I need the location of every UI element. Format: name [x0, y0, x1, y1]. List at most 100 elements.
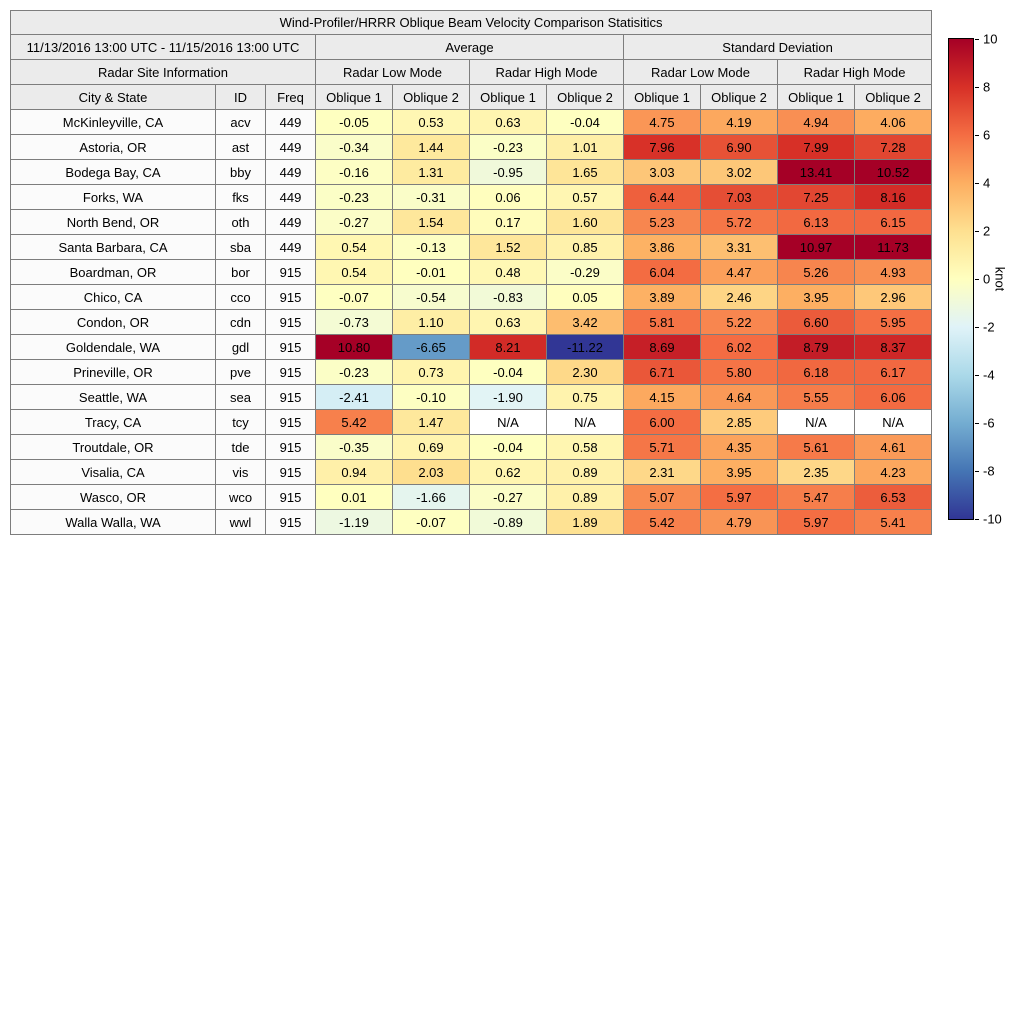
table-row: Prineville, OR pve 915 -0.23 0.73 -0.04 2.30 6.…	[10, 359, 933, 385]
col-header-std-high-oblique1: Oblique 1	[777, 84, 855, 110]
freq-cell: 449	[265, 134, 316, 160]
value-cell: -0.73	[315, 309, 393, 335]
value-cell: -0.10	[392, 384, 470, 410]
value-cell: 2.30	[546, 359, 624, 385]
table-row: Chico, CA cco 915 -0.07 -0.54 -0.83 0.05 3.89 2.…	[10, 284, 933, 310]
colorbar-tick	[975, 471, 979, 472]
value-cell: 6.71	[623, 359, 701, 385]
value-cell: 0.05	[546, 284, 624, 310]
value-cell: 6.15	[853, 209, 933, 235]
value-cell: 10.97	[777, 234, 855, 260]
value-cell: 4.94	[777, 109, 855, 135]
value-cell: 1.44	[392, 134, 470, 160]
colorbar-tick-label: -8	[983, 463, 995, 479]
value-cell: 0.89	[546, 459, 624, 485]
value-cell: 5.42	[623, 509, 701, 535]
value-cell: 0.54	[315, 259, 393, 285]
value-cell: 0.89	[546, 484, 624, 510]
value-cell: 4.23	[853, 459, 933, 485]
value-cell: 2.03	[392, 459, 470, 485]
value-cell: 5.81	[623, 309, 701, 335]
value-cell: 0.57	[546, 184, 624, 210]
value-cell: 8.21	[469, 334, 547, 360]
mode-header-row: Radar Site Information Radar Low Mode Ra…	[10, 59, 933, 85]
site-id-cell: oth	[215, 209, 266, 235]
value-cell: 5.42	[315, 409, 393, 435]
table-body: McKinleyville, CA acv 449 -0.05 0.53 0.63 -0.0…	[10, 109, 933, 535]
value-cell: -0.07	[392, 509, 470, 535]
value-cell: 1.01	[546, 134, 624, 160]
col-header-std-high-oblique2: Oblique 2	[853, 84, 933, 110]
table-row: Wasco, OR wco 915 0.01 -1.66 -0.27 0.89 5.07 5.9…	[10, 484, 933, 510]
colorbar: 10 8 6 4 2 0 -2 -4 -6 -8 -10 knot	[948, 33, 1024, 526]
table-row: Seattle, WA sea 915 -2.41 -0.10 -1.90 0.75 4.15…	[10, 384, 933, 410]
city-state-cell: Tracy, CA	[10, 409, 216, 435]
value-cell: -1.19	[315, 509, 393, 535]
colorbar-tick	[975, 231, 979, 232]
table-row: Condon, OR cdn 915 -0.73 1.10 0.63 3.42 5.81 5.2…	[10, 309, 933, 335]
group-header-average: Average	[315, 34, 624, 60]
colorbar-unit-label: knot	[992, 266, 1008, 292]
column-header-row: City & State ID Freq Oblique 1 Oblique 2…	[10, 84, 933, 110]
city-state-cell: Seattle, WA	[10, 384, 216, 410]
value-cell: -0.04	[546, 109, 624, 135]
value-cell: -0.04	[469, 434, 547, 460]
value-cell: 6.13	[777, 209, 855, 235]
city-state-cell: Visalia, CA	[10, 459, 216, 485]
value-cell: 2.85	[700, 409, 778, 435]
city-state-cell: Bodega Bay, CA	[10, 159, 216, 185]
freq-cell: 915	[265, 459, 316, 485]
value-cell: 4.93	[853, 259, 933, 285]
value-cell: -11.22	[546, 334, 624, 360]
col-header-avg-low-oblique2: Oblique 2	[392, 84, 470, 110]
value-cell: 7.99	[777, 134, 855, 160]
value-cell: 6.53	[853, 484, 933, 510]
city-state-cell: McKinleyville, CA	[10, 109, 216, 135]
table-row: Astoria, OR ast 449 -0.34 1.44 -0.23 1.01 7.96 6…	[10, 134, 933, 160]
value-cell: 5.80	[700, 359, 778, 385]
value-cell: 1.60	[546, 209, 624, 235]
value-cell: 1.31	[392, 159, 470, 185]
site-id-cell: vis	[215, 459, 266, 485]
table-row: Troutdale, OR tde 915 -0.35 0.69 -0.04 0.58 5.7…	[10, 434, 933, 460]
table-row: McKinleyville, CA acv 449 -0.05 0.53 0.63 -0.0…	[10, 109, 933, 135]
value-cell: 3.95	[700, 459, 778, 485]
value-cell: 11.73	[853, 234, 933, 260]
value-cell: 5.72	[700, 209, 778, 235]
col-header-std-low-oblique1: Oblique 1	[623, 84, 701, 110]
site-id-cell: pve	[215, 359, 266, 385]
table-row: Goldendale, WA gdl 915 10.80 -6.65 8.21 -11.22…	[10, 334, 933, 360]
site-id-cell: cco	[215, 284, 266, 310]
freq-cell: 915	[265, 509, 316, 535]
value-cell: -2.41	[315, 384, 393, 410]
value-cell: 1.52	[469, 234, 547, 260]
value-cell: 5.97	[700, 484, 778, 510]
site-id-cell: sba	[215, 234, 266, 260]
value-cell: 4.79	[700, 509, 778, 535]
value-cell: 3.89	[623, 284, 701, 310]
value-cell: -0.83	[469, 284, 547, 310]
value-cell: 5.95	[853, 309, 933, 335]
value-cell: 6.00	[623, 409, 701, 435]
site-id-cell: bby	[215, 159, 266, 185]
value-cell: N/A	[469, 409, 547, 435]
value-cell: -0.04	[469, 359, 547, 385]
col-header-avg-high-oblique1: Oblique 1	[469, 84, 547, 110]
colorbar-tick	[975, 327, 979, 328]
colorbar-tick	[975, 135, 979, 136]
value-cell: -6.65	[392, 334, 470, 360]
freq-cell: 915	[265, 334, 316, 360]
city-state-cell: Chico, CA	[10, 284, 216, 310]
value-cell: 2.31	[623, 459, 701, 485]
site-id-cell: fks	[215, 184, 266, 210]
subheader-avg-low-mode: Radar Low Mode	[315, 59, 470, 85]
colorbar-tick-label: 8	[983, 79, 991, 95]
value-cell: 3.02	[700, 159, 778, 185]
value-cell: 0.63	[469, 309, 547, 335]
value-cell: 5.23	[623, 209, 701, 235]
value-cell: 3.95	[777, 284, 855, 310]
value-cell: -1.90	[469, 384, 547, 410]
freq-cell: 449	[265, 109, 316, 135]
value-cell: 0.62	[469, 459, 547, 485]
